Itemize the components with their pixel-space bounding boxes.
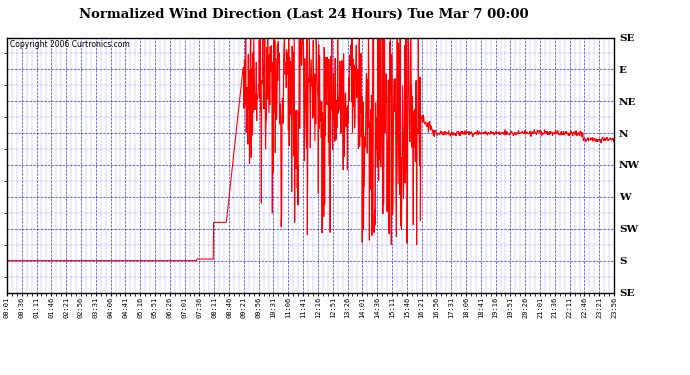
- Text: Copyright 2006 Curtronics.com: Copyright 2006 Curtronics.com: [10, 40, 130, 49]
- Text: Normalized Wind Direction (Last 24 Hours) Tue Mar 7 00:00: Normalized Wind Direction (Last 24 Hours…: [79, 8, 529, 21]
